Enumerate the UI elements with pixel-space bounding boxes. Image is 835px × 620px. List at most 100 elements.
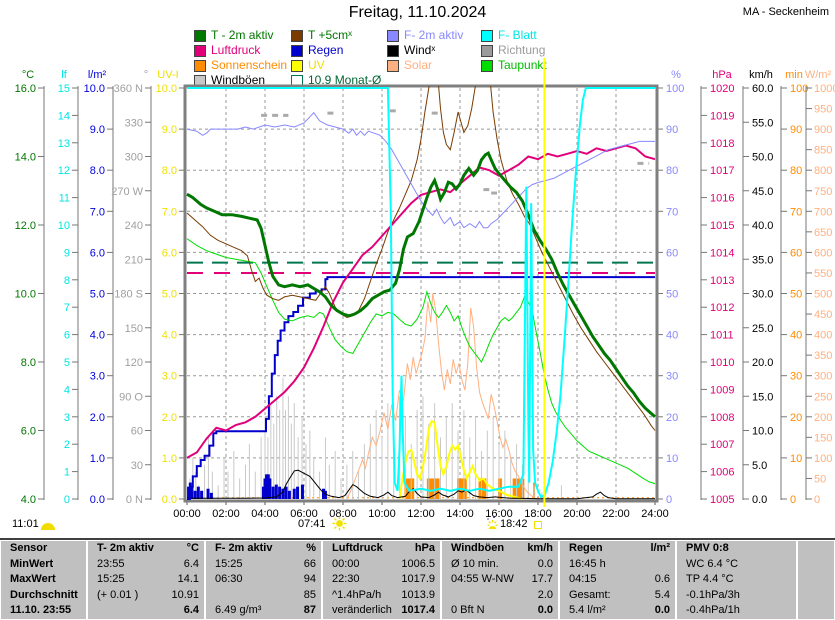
- axis-tick-label: 2: [64, 439, 70, 451]
- axis-tick-label: 270 W: [111, 186, 143, 198]
- axis-unit-label: km/h: [749, 69, 773, 81]
- axis-tick-label: 70: [790, 206, 802, 218]
- axis-tick-label: 90: [790, 124, 802, 136]
- axis-tick-label: 180 S: [114, 289, 143, 301]
- legend-swatch-icon: [194, 45, 206, 57]
- axis-tick-label: 240: [125, 220, 143, 232]
- legend-swatch-icon: [481, 45, 493, 57]
- axis-tick-label: 6.0: [21, 426, 36, 438]
- axis-tick-label: 10.0: [156, 83, 177, 95]
- axis-unit-label: hPa: [712, 69, 732, 81]
- plot-area[interactable]: [187, 88, 655, 499]
- table-cell: Gesamt:: [569, 588, 611, 601]
- axis-tick-label: 1.0: [162, 453, 177, 465]
- table-cell: T- 2m aktiv: [97, 542, 154, 554]
- axis-tick-label: 2.0: [90, 412, 105, 424]
- table-cell: Luftdruck: [332, 542, 383, 554]
- legend-swatch-icon: [291, 60, 303, 72]
- table-cell: [93, 603, 97, 619]
- table-cell: (+ 0.01 ): [97, 588, 139, 601]
- stats-panel: Regen l/m² 16:45 h 04:15 0.6 Gesamt: 5.4 5.4 l/…: [560, 541, 675, 619]
- axis-tick-label: 4: [64, 384, 70, 396]
- legend-label: Sonnenschein: [211, 58, 288, 72]
- axis-tick-label: 50.0: [752, 152, 773, 164]
- stats-panel: Windböen km/h Ø 10 min. 0.0 04:55 W-NW 17.7 2.…: [442, 541, 558, 619]
- table-row: 04:15 0.6: [560, 572, 675, 588]
- series-uv: [398, 419, 523, 500]
- axis-tick-label: 3.0: [90, 371, 105, 383]
- table-cell: °C: [186, 542, 199, 554]
- series-regen-bars: [187, 474, 327, 499]
- axis-tick-label: 1007: [710, 439, 734, 451]
- stats-panel: T- 2m aktiv °C 23:55 6.4 15:25 14.1 (+ 0.01 ) 1…: [88, 541, 204, 619]
- axis-tick-label: 1011: [710, 330, 734, 342]
- axis-lm2: 0.0 1.0 2.0 3.0 4.0 5.0 6.0 7.0 8.0 9.0 10.0 l/m²: [84, 69, 114, 506]
- table-row: 16:45 h: [560, 557, 675, 573]
- axis-tick-label: 150: [125, 323, 143, 335]
- x-tick-label: 10:00: [368, 508, 396, 520]
- table-cell: F- 2m aktiv: [215, 542, 273, 554]
- axis-tick-label: 90 O: [119, 391, 143, 403]
- axis-tick-label: 55.0: [752, 117, 773, 129]
- axis-tick-label: 1012: [710, 302, 734, 314]
- stats-panel: F- 2m aktiv% 15:25 66 06:30 94 85 6.49 g/m³ 87: [206, 541, 321, 619]
- grid: [187, 88, 655, 499]
- table-row: 22:30 1017.9: [323, 572, 440, 588]
- table-cell: 11.10. 23:55: [10, 604, 72, 617]
- axis-tick-label: 4.0: [90, 330, 105, 342]
- axis-tick-label: 8.0: [162, 165, 177, 177]
- legend-swatch-icon: [387, 30, 399, 42]
- axis-tick-label: 1: [64, 467, 70, 479]
- moonrise-marker-icon: [534, 521, 542, 529]
- x-tick-label: 16:00: [485, 508, 513, 520]
- axis-tick-label: 4.0: [21, 494, 36, 506]
- x-tick-label: 04:00: [251, 508, 279, 520]
- table-cell: 0.0: [654, 604, 670, 617]
- axis-tick-label: 40: [790, 330, 802, 342]
- axis-tick-label: 20: [666, 412, 678, 424]
- table-cell: 15:25: [97, 573, 125, 586]
- axis-tick-label: 12: [58, 165, 70, 177]
- table-cell: 1006.5: [401, 557, 435, 570]
- table-row: PMV 0:8: [677, 541, 796, 557]
- legend-label: F- 2m aktiv: [404, 28, 464, 42]
- table-cell: 23:55: [97, 557, 125, 570]
- axis-tick-label: 40: [666, 330, 678, 342]
- table-row: 15:25 66: [206, 557, 321, 573]
- axis-tick-label: 600: [814, 247, 832, 259]
- axis-tick-label: 60: [131, 426, 143, 438]
- axis-tick-label: 1020: [710, 83, 734, 95]
- table-row: 06:30 94: [206, 572, 321, 588]
- x-tick-label: 18:00: [524, 508, 552, 520]
- axis-tick-label: 6.0: [90, 247, 105, 259]
- legend-item-t-5cm-: T +5cmˣ: [291, 28, 353, 42]
- axis-tick-label: 30: [666, 371, 678, 383]
- stats-panel: Sensor MinWert MaxWert Durchschnitt 11.10. 2…: [1, 541, 86, 619]
- axis-tick-label: 10: [666, 453, 678, 465]
- axis-kmh: 0.0 5.0 10.0 15.0 20.0 25.0 30.0 35.0 40.0 45.0 50…: [742, 69, 773, 506]
- axis-tick-label: 1015: [710, 220, 734, 232]
- x-axis: 00:00 02:00 04:00 06:00 08:00 10:00 12:00 14:00…: [173, 501, 669, 520]
- table-cell: MaxWert: [10, 573, 56, 586]
- legend-swatch-icon: [481, 60, 493, 72]
- legend-item-luftdruck: Luftdruck: [194, 43, 260, 57]
- table-cell: -0.4hPa/1h: [686, 604, 740, 617]
- axis-tick-label: 300: [814, 371, 832, 383]
- sunset-time: 18:42: [500, 518, 528, 530]
- axis-tick-label: 6: [64, 330, 70, 342]
- legend-label: T +5cmˣ: [308, 28, 353, 42]
- table-row: 2.0: [442, 588, 558, 604]
- axis-tick-label: 1014: [710, 247, 734, 259]
- axis-tick-label: 10: [58, 220, 70, 232]
- axis-tick-label: 1017: [710, 165, 734, 177]
- axis-tick-label: 90: [666, 124, 678, 136]
- stats-panel: PMV 0:8 WC 6.4 °C TP 4.4 °C -0.1hPa/3h -0.4h…: [677, 541, 796, 619]
- axis-tick-label: 0: [666, 494, 672, 506]
- sunrise-time: 07:41: [298, 518, 326, 530]
- axis-tick-label: 50: [814, 473, 826, 485]
- axis-tick-label: 6.0: [162, 247, 177, 259]
- axis-tick-label: 0: [814, 494, 820, 506]
- axis-tick-label: 4.0: [162, 330, 177, 342]
- axis-tick-label: 300: [125, 152, 143, 164]
